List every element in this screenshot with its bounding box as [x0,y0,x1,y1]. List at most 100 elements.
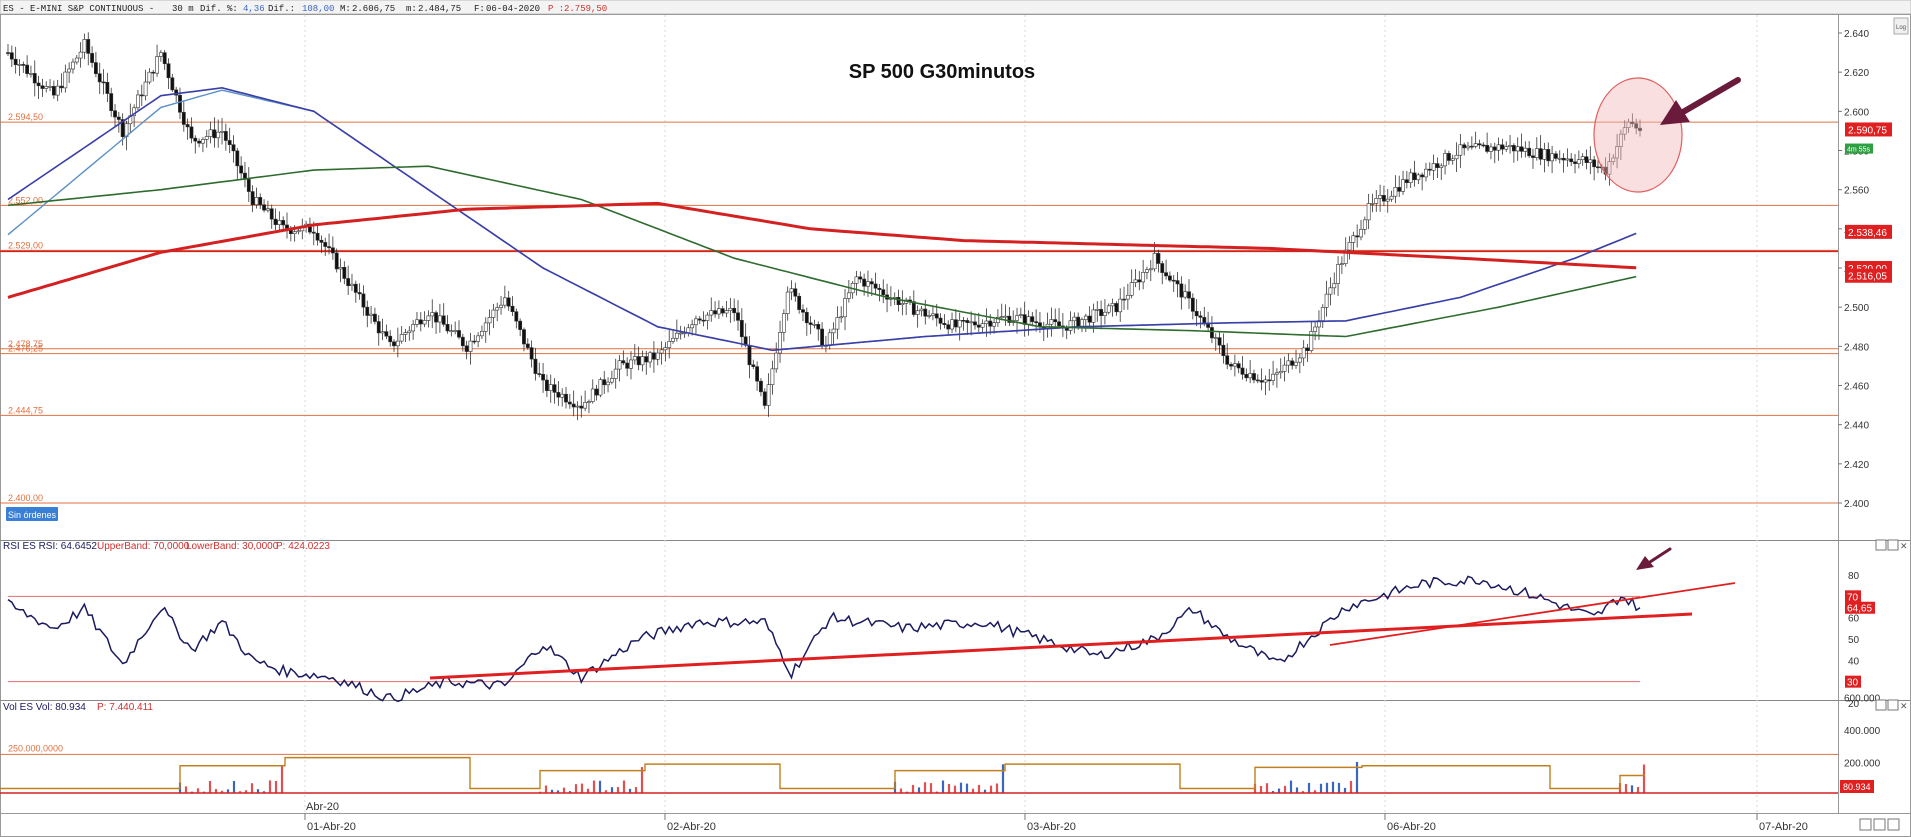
candle-up [63,71,68,89]
candle-down [281,220,286,226]
candle-down [101,81,106,84]
candle-down [1198,315,1203,318]
candle-up [1534,148,1539,158]
candle-down [1427,168,1432,171]
chart-icon[interactable] [1887,818,1900,831]
candle-down [1240,367,1245,375]
candle-up [583,402,588,409]
candle-down [545,379,549,391]
price-value: 2.759,50 [564,4,607,14]
candle-down [1481,144,1486,147]
candle-down [747,345,752,366]
candle-down [139,94,144,97]
candle-up [254,197,259,206]
candle-down [162,52,167,65]
price-tick-label: 2.620 [1844,68,1869,79]
candle-up [996,316,1000,323]
candle-down [701,319,706,322]
minimize-button[interactable] [1875,539,1887,551]
candle-up [1611,157,1616,162]
save-icon[interactable] [1873,818,1886,831]
candle-up [1366,203,1371,221]
candle-up [1496,144,1501,151]
maximize-button[interactable] [1887,699,1899,711]
candle-down [460,336,465,347]
candle-up [483,322,488,332]
rsi-trendlines [429,582,1736,680]
candle-down [1634,123,1639,129]
candle-down [533,358,538,374]
candle-down [1122,298,1126,301]
annotation-arrow-icon [1660,77,1741,125]
candle-down [384,331,389,337]
candle-up [71,61,75,70]
close-icon[interactable]: ✕ [1900,541,1908,551]
candle-down [1638,127,1642,132]
max-label: M: [340,4,351,14]
candle-down [346,278,351,287]
candle-down [59,85,64,89]
candle-down [1252,373,1256,381]
close-icon[interactable]: ✕ [1900,701,1908,711]
candle-up [487,317,492,324]
candle-down [373,313,377,322]
candle-down [6,52,10,54]
price-panel[interactable]: 2.594,50 2.552,00 2.529,00 2.478,752.476,25… [0,15,1909,813]
candle-up [1385,198,1390,202]
candle-down [319,239,324,243]
candle-up [1607,161,1612,175]
log-scale-button[interactable]: Log [1893,17,1909,35]
candle-down [1554,153,1558,159]
candle-up [430,312,435,317]
candle-down [120,119,125,138]
candle-up [1443,153,1447,167]
candle-up [1026,316,1031,325]
volume-tick-label: 600.000 [1844,694,1881,705]
candle-up [491,309,496,318]
rsi-panel[interactable]: RSI ES RSI: 64.6452 UpperBand: 70,0000 L… [3,541,1875,710]
candle-up [1018,314,1023,316]
candle-up [1248,373,1253,379]
candle-up [1106,305,1111,313]
candle-up [667,341,672,348]
candle-down [1477,143,1482,146]
price-tag-label: 2.538,46 [1848,228,1887,239]
x-tick-label: 07-Abr-20 [1759,821,1808,833]
candle-down [1305,347,1310,351]
candle-up [766,384,771,406]
date-label: F: [474,4,485,14]
candle-down [1527,147,1532,157]
candle-down [973,321,977,326]
candle-up [1424,168,1428,178]
rsi-lower-label: LowerBand: 30,0000 [186,541,279,552]
level-label: 2.529,00 [8,240,43,250]
volume-panel[interactable]: Vol ES Vol: 80.934 P: 7.440.411 250.000,… [0,694,1881,794]
minimize-button[interactable] [1875,699,1887,711]
chart-title: SP 500 G30minutos [849,61,1035,83]
countdown-label: 4m 55s [1847,147,1870,154]
min-label: m: [406,4,417,14]
candle-down [334,252,339,270]
candle-up [1622,127,1627,135]
candle-down [816,324,821,330]
candle-up [900,303,905,306]
candle-down [862,278,867,287]
candle-down [1007,315,1012,323]
candle-up [399,334,404,342]
candle-down [877,287,882,290]
candle-up [770,368,775,386]
volume-p-label: P: 7.440.411 [97,702,153,713]
candle-up [866,281,870,287]
orders-badge[interactable]: Sin órdenes [6,507,58,521]
candle-down [579,405,584,409]
price-tick-label: 2.640 [1844,29,1869,40]
maximize-button[interactable] [1887,539,1899,551]
candle-up [1615,146,1619,159]
volume-average-line [0,756,1645,790]
candle-down [552,384,557,393]
menu-icon[interactable] [1859,818,1872,831]
candle-up [957,320,962,328]
candle-down [965,320,970,323]
candle-up [785,291,790,314]
volume-bars [178,761,1646,793]
